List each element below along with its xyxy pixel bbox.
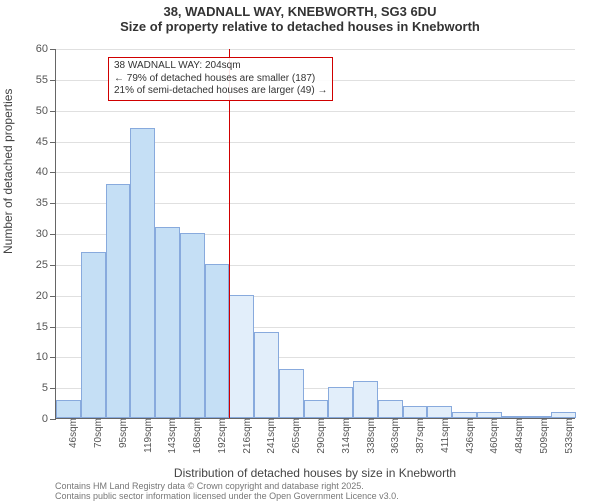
y-tick-label: 35 (36, 197, 56, 209)
x-tick-label: 460sqm (485, 418, 500, 454)
y-tick-label: 0 (42, 413, 56, 425)
x-tick-label: 119sqm (139, 418, 154, 453)
page-title: 38, WADNALL WAY, KNEBWORTH, SG3 6DU (0, 4, 600, 19)
y-tick-label: 60 (36, 43, 56, 55)
histogram-bar (304, 400, 329, 419)
histogram-bar (229, 295, 254, 418)
histogram-bar (205, 264, 230, 418)
histogram-bar (378, 400, 403, 419)
x-tick-label: 290sqm (312, 418, 327, 454)
y-tick-label: 40 (36, 166, 56, 178)
x-tick-label: 70sqm (89, 418, 104, 448)
histogram-bar (130, 128, 155, 418)
y-tick-label: 45 (36, 136, 56, 148)
y-tick-label: 55 (36, 74, 56, 86)
annotation-line-1: 38 WADNALL WAY: 204sqm (114, 60, 327, 73)
x-tick-label: 533sqm (560, 418, 575, 454)
x-axis-label: Distribution of detached houses by size … (55, 466, 575, 480)
y-tick-label: 20 (36, 290, 56, 302)
y-tick-label: 30 (36, 228, 56, 240)
histogram-bar (155, 227, 180, 418)
histogram-bar (81, 252, 106, 419)
y-tick-label: 50 (36, 105, 56, 117)
y-tick-label: 15 (36, 321, 56, 333)
annotation-box: 38 WADNALL WAY: 204sqm← 79% of detached … (108, 57, 333, 101)
x-tick-label: 484sqm (510, 418, 525, 454)
x-tick-label: 387sqm (411, 418, 426, 454)
histogram-bar (254, 332, 279, 418)
x-tick-label: 314sqm (337, 418, 352, 454)
x-tick-label: 363sqm (386, 418, 401, 454)
histogram-bar (56, 400, 81, 419)
x-tick-label: 241sqm (262, 418, 277, 454)
y-tick-label: 10 (36, 351, 56, 363)
gridline (56, 49, 575, 50)
x-tick-label: 436sqm (461, 418, 476, 454)
gridline (56, 111, 575, 112)
x-tick-label: 265sqm (287, 418, 302, 454)
y-tick-label: 5 (42, 382, 56, 394)
annotation-line-2: ← 79% of detached houses are smaller (18… (114, 73, 327, 86)
histogram-bar (180, 233, 205, 418)
y-axis-label: Number of detached properties (1, 89, 15, 254)
x-tick-label: 95sqm (114, 418, 129, 448)
x-tick-label: 338sqm (362, 418, 377, 454)
y-tick-label: 25 (36, 259, 56, 271)
x-tick-label: 216sqm (238, 418, 253, 454)
footer-attribution: Contains HM Land Registry data © Crown c… (55, 482, 399, 502)
x-tick-label: 46sqm (64, 418, 79, 448)
annotation-line-3: 21% of semi-detached houses are larger (… (114, 85, 327, 98)
histogram-bar (403, 406, 428, 418)
histogram-bar (328, 387, 353, 418)
histogram-bar (106, 184, 131, 418)
x-tick-label: 192sqm (213, 418, 228, 454)
histogram-bar (353, 381, 378, 418)
page-subtitle: Size of property relative to detached ho… (0, 19, 600, 34)
chart-plot-area: 05101520253035404550556046sqm70sqm95sqm1… (55, 49, 575, 419)
x-tick-label: 143sqm (163, 418, 178, 454)
x-tick-label: 168sqm (188, 418, 203, 454)
histogram-bar (279, 369, 304, 418)
x-tick-label: 509sqm (535, 418, 550, 454)
histogram-bar (427, 406, 452, 418)
footer-line-2: Contains public sector information licen… (55, 492, 399, 502)
x-tick-label: 411sqm (436, 418, 451, 453)
marker-line (229, 49, 230, 418)
